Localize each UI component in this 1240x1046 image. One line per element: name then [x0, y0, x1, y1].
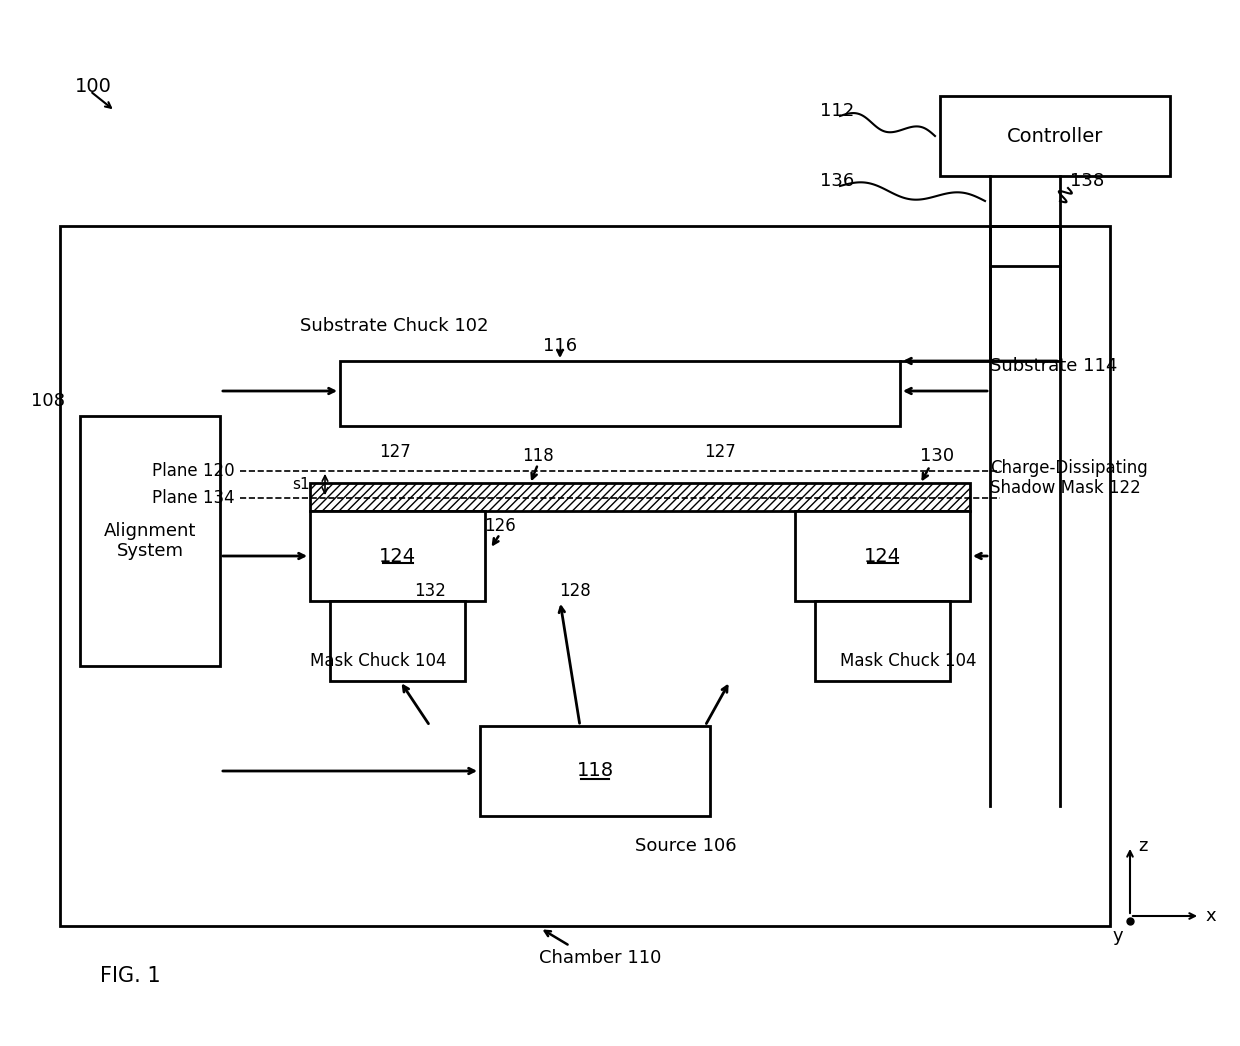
Text: 116: 116 — [543, 337, 577, 355]
FancyBboxPatch shape — [815, 601, 950, 681]
FancyBboxPatch shape — [81, 416, 219, 666]
FancyBboxPatch shape — [480, 726, 711, 816]
Text: z: z — [1138, 837, 1147, 855]
Text: 124: 124 — [864, 546, 901, 566]
Text: 127: 127 — [704, 444, 735, 461]
FancyBboxPatch shape — [330, 601, 465, 681]
Text: s1: s1 — [293, 477, 310, 492]
FancyBboxPatch shape — [940, 96, 1171, 176]
Text: 130: 130 — [920, 447, 954, 465]
Text: 128: 128 — [559, 582, 591, 600]
Text: 136: 136 — [820, 172, 854, 190]
Text: 124: 124 — [379, 546, 417, 566]
Text: Alignment
System: Alignment System — [104, 522, 196, 561]
Text: Mask Chuck 104: Mask Chuck 104 — [310, 652, 446, 670]
FancyBboxPatch shape — [310, 483, 970, 511]
FancyBboxPatch shape — [310, 511, 485, 601]
FancyBboxPatch shape — [60, 226, 1110, 926]
Text: 100: 100 — [74, 76, 112, 95]
FancyBboxPatch shape — [340, 361, 900, 426]
Text: Mask Chuck 104: Mask Chuck 104 — [839, 652, 977, 670]
Text: Substrate 114: Substrate 114 — [990, 357, 1117, 376]
Text: 138: 138 — [1070, 172, 1105, 190]
Text: 132: 132 — [414, 582, 446, 600]
Text: x: x — [1205, 907, 1215, 925]
Text: 127: 127 — [379, 444, 410, 461]
Text: Substrate Chuck 102: Substrate Chuck 102 — [300, 317, 489, 335]
Text: y: y — [1112, 927, 1123, 945]
Text: Source 106: Source 106 — [635, 837, 737, 855]
Text: Chamber 110: Chamber 110 — [539, 949, 661, 967]
Text: Plane 134: Plane 134 — [153, 488, 236, 507]
FancyBboxPatch shape — [795, 511, 970, 601]
Text: FIG. 1: FIG. 1 — [100, 967, 161, 986]
Text: 118: 118 — [522, 447, 554, 465]
Text: 118: 118 — [577, 761, 614, 780]
Text: Charge-Dissipating
Shadow Mask 122: Charge-Dissipating Shadow Mask 122 — [990, 458, 1148, 498]
Text: 126: 126 — [484, 517, 516, 535]
Text: 112: 112 — [820, 103, 854, 120]
Text: Controller: Controller — [1007, 127, 1104, 145]
Text: Plane 120: Plane 120 — [153, 462, 236, 480]
Text: 108: 108 — [31, 392, 64, 410]
